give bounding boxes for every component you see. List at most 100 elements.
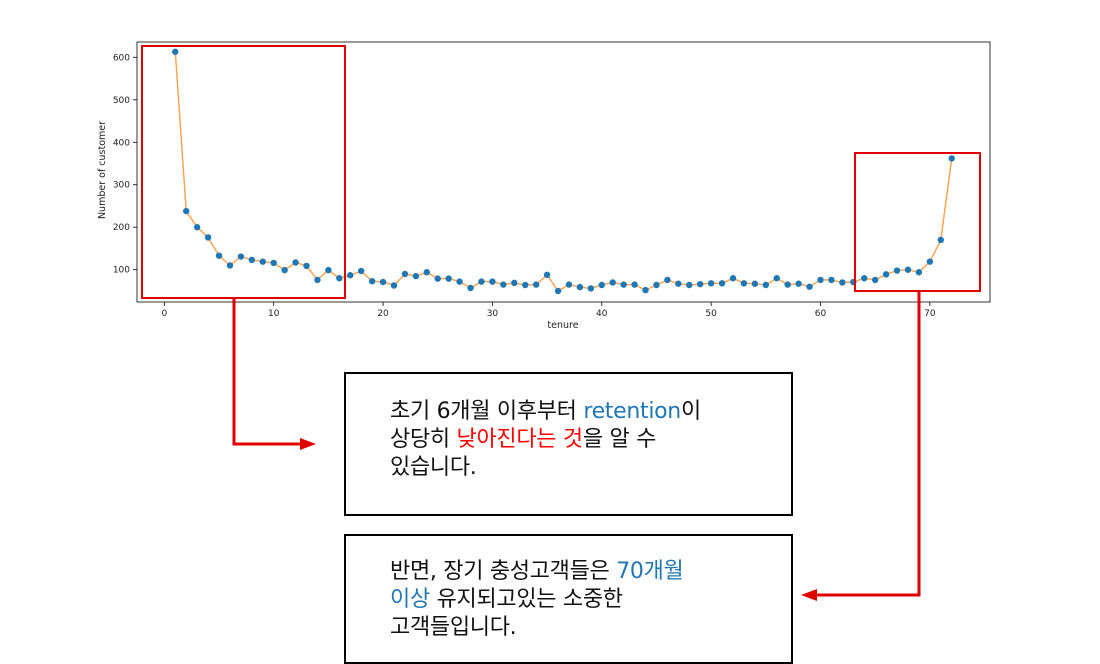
data-point bbox=[347, 272, 354, 279]
data-point bbox=[357, 267, 365, 275]
data-point bbox=[489, 278, 496, 285]
data-point bbox=[522, 281, 529, 289]
data-point bbox=[248, 256, 256, 264]
data-point bbox=[554, 287, 562, 295]
y-tick-label: 600 bbox=[113, 53, 130, 63]
x-tick-label: 20 bbox=[377, 309, 389, 319]
data-point bbox=[861, 275, 868, 282]
callout-line: 고객들입니다. bbox=[390, 614, 683, 642]
arrow-head-right bbox=[300, 438, 316, 450]
data-point bbox=[467, 284, 474, 292]
x-tick-label: 10 bbox=[268, 309, 280, 319]
data-point bbox=[281, 266, 288, 274]
data-point bbox=[172, 48, 179, 55]
data-point bbox=[379, 278, 387, 286]
data-point bbox=[806, 283, 813, 290]
data-point bbox=[215, 252, 223, 259]
x-tick-label: 50 bbox=[705, 309, 717, 319]
data-point bbox=[401, 270, 409, 278]
arrow-head-left bbox=[801, 589, 817, 601]
callout-box-retention: 초기 6개월 이후부터 retention이 상당히 낮아진다는 것을 알 수 … bbox=[344, 372, 793, 516]
data-point bbox=[303, 262, 310, 270]
callout-box-loyal-customers: 반면, 장기 충성고객들은 70개월 이상 유지되고있는 소중한 고객들입니다. bbox=[344, 534, 793, 664]
y-tick-label: 300 bbox=[113, 181, 130, 191]
x-tick-label: 40 bbox=[596, 309, 608, 319]
callout-text-retention: 초기 6개월 이후부터 retention이 상당히 낮아진다는 것을 알 수 … bbox=[390, 398, 701, 482]
data-point bbox=[237, 253, 245, 260]
data-point bbox=[718, 280, 726, 287]
data-point bbox=[565, 281, 573, 288]
data-point bbox=[390, 282, 398, 289]
text-span-blue: 70개월 bbox=[616, 559, 684, 584]
text-span: 초기 6개월 이후부터 bbox=[390, 399, 584, 424]
data-point bbox=[532, 281, 540, 288]
data-point bbox=[259, 258, 266, 265]
data-point bbox=[183, 207, 190, 215]
data-point bbox=[642, 286, 649, 294]
data-point bbox=[817, 276, 824, 284]
text-span: 을 알 수 bbox=[582, 427, 657, 452]
data-point bbox=[937, 236, 944, 244]
data-point bbox=[412, 272, 420, 280]
data-point bbox=[915, 269, 923, 276]
y-axis-label: Number of customer bbox=[97, 121, 108, 219]
text-span: 상당히 bbox=[390, 427, 457, 452]
data-point bbox=[653, 281, 660, 289]
data-point bbox=[904, 266, 912, 273]
data-point bbox=[368, 277, 376, 285]
data-point bbox=[456, 278, 463, 285]
data-point bbox=[773, 275, 780, 282]
data-point bbox=[336, 275, 343, 282]
plot-frame bbox=[136, 41, 991, 303]
data-point bbox=[871, 276, 879, 284]
data-point bbox=[500, 281, 507, 288]
text-span: 있습니다. bbox=[390, 455, 477, 480]
data-point bbox=[270, 259, 277, 267]
x-axis-label: tenure bbox=[547, 320, 578, 331]
text-span-blue: 이상 bbox=[390, 587, 430, 612]
data-point bbox=[882, 271, 890, 278]
x-tick-label: 70 bbox=[924, 309, 936, 319]
data-point bbox=[620, 281, 627, 288]
chart-marks: 0 10 20 30 40 50 60 70 100 200 300 400 500 600 bbox=[113, 41, 991, 319]
data-point bbox=[511, 279, 518, 287]
data-point bbox=[839, 279, 846, 286]
callout-line: 이상 유지되고있는 소중한 bbox=[390, 586, 683, 614]
data-point bbox=[204, 234, 212, 241]
data-point bbox=[292, 259, 299, 266]
data-point bbox=[543, 271, 551, 279]
text-span-red: 낮아진다는 것 bbox=[456, 427, 584, 452]
text-span: 이 bbox=[680, 399, 701, 424]
data-point bbox=[707, 280, 715, 287]
x-tick-label: 0 bbox=[161, 309, 167, 319]
data-point bbox=[598, 281, 605, 289]
data-point bbox=[576, 283, 584, 291]
data-point bbox=[434, 275, 441, 282]
data-point bbox=[729, 275, 737, 282]
x-tick-label: 30 bbox=[487, 309, 499, 319]
data-point bbox=[675, 280, 682, 287]
tenure-line-chart: 0 10 20 30 40 50 60 70 100 200 300 400 500 600 tenure… bbox=[97, 41, 991, 331]
callout-line: 반면, 장기 충성고객들은 70개월 bbox=[390, 558, 684, 586]
data-point bbox=[696, 280, 704, 288]
data-point bbox=[631, 281, 638, 288]
data-point bbox=[686, 281, 693, 289]
y-tick-label: 400 bbox=[113, 138, 130, 148]
y-tick-label: 100 bbox=[113, 266, 130, 276]
text-span: 반면, 장기 충성고객들은 bbox=[390, 559, 617, 584]
text-span-blue: retention bbox=[583, 399, 681, 424]
callout-line: 초기 6개월 이후부터 retention이 bbox=[390, 398, 701, 426]
data-point bbox=[587, 285, 595, 292]
data-point bbox=[314, 276, 321, 284]
data-point bbox=[609, 279, 616, 286]
data-point bbox=[325, 266, 332, 274]
data-point bbox=[893, 267, 901, 274]
y-tick-label: 500 bbox=[113, 96, 130, 106]
callout-line: 있습니다. bbox=[390, 454, 701, 482]
data-point bbox=[795, 280, 802, 287]
x-tick-label: 60 bbox=[815, 309, 827, 319]
data-point bbox=[740, 280, 748, 287]
data-point bbox=[478, 278, 485, 285]
data-point bbox=[828, 276, 835, 284]
data-point bbox=[423, 269, 431, 276]
